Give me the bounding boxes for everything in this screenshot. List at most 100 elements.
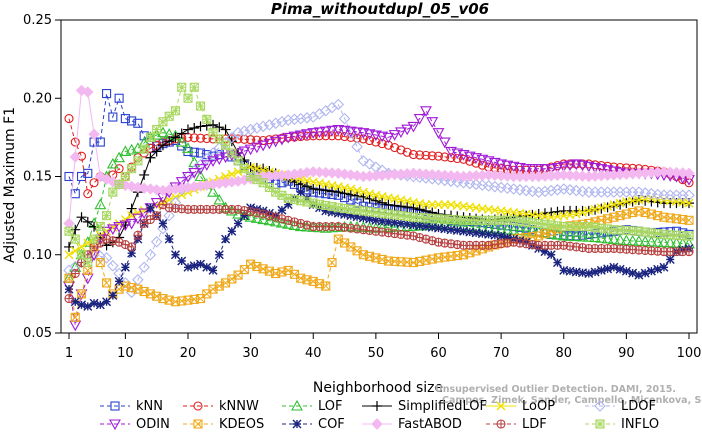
legend-label: LDOF: [621, 399, 656, 414]
data-point: [551, 184, 564, 196]
data-point: [377, 197, 388, 208]
legend-label: ODIN: [136, 417, 170, 432]
data-point: [363, 158, 376, 170]
data-point: [645, 235, 658, 247]
data-point: [426, 117, 439, 128]
data-point: [221, 172, 231, 181]
data-point: [276, 115, 288, 128]
data-point: [490, 230, 500, 240]
data-point: [340, 132, 350, 142]
data-point: [263, 214, 276, 226]
series-inflo: [64, 82, 694, 268]
data-point: [402, 202, 413, 213]
x-tick-label: 30: [242, 346, 259, 361]
data-point: [320, 185, 331, 196]
data-point: [107, 259, 119, 272]
data-point: [346, 211, 356, 221]
data-point: [340, 209, 350, 219]
data-point: [64, 250, 74, 260]
data-point: [189, 82, 199, 92]
data-point: [70, 189, 80, 199]
x-tick-label: 60: [430, 346, 447, 361]
data-point: [189, 122, 200, 133]
data-point: [383, 199, 394, 210]
data-point: [120, 171, 130, 182]
series-line: [68, 210, 690, 318]
data-point: [520, 164, 533, 175]
data-point: [626, 234, 639, 246]
data-point: [659, 262, 669, 272]
y-axis-ticks: 0.05 0.10 0.15 0.20 0.25: [23, 13, 61, 341]
data-point: [477, 229, 487, 239]
data-point: [177, 82, 187, 92]
data-point: [214, 122, 225, 133]
data-point: [640, 268, 650, 278]
data-point: [195, 121, 206, 132]
data-point: [502, 233, 512, 243]
data-point: [82, 216, 93, 227]
data-point: [308, 198, 318, 208]
y-tick-label: 0.10: [23, 248, 52, 263]
y-tick-label: 0.15: [23, 170, 52, 185]
data-point: [157, 140, 168, 151]
legend-swatch-marker: [595, 419, 605, 429]
data-point: [327, 186, 338, 197]
data-point: [427, 151, 437, 161]
data-point: [263, 138, 276, 150]
data-point: [507, 224, 520, 235]
x-tick-label: 70: [493, 346, 510, 361]
data-point: [377, 139, 387, 149]
data-point: [95, 300, 105, 310]
data-point: [251, 122, 263, 134]
data-point: [221, 234, 231, 244]
data-point: [133, 230, 143, 240]
data-point: [365, 225, 375, 236]
data-point: [340, 204, 350, 214]
legend-swatch-marker: [292, 419, 302, 429]
x-tick-label: 1: [65, 346, 73, 361]
data-point: [521, 239, 531, 249]
data-point: [152, 125, 162, 135]
data-point: [244, 123, 257, 136]
legend-swatch-marker: [193, 401, 203, 411]
data-point: [408, 150, 418, 160]
data-point: [127, 211, 137, 221]
data-point: [114, 179, 124, 189]
data-point: [95, 137, 105, 147]
data-point: [545, 184, 557, 197]
data-point: [108, 187, 118, 197]
data-point: [76, 171, 87, 182]
data-point: [69, 151, 81, 163]
data-point: [232, 126, 244, 139]
data-point: [145, 203, 155, 213]
data-point: [127, 242, 137, 252]
data-point: [595, 232, 608, 243]
data-point: [77, 300, 87, 310]
data-point: [396, 218, 406, 228]
data-point: [539, 185, 551, 198]
data-point: [621, 266, 631, 276]
data-point: [390, 210, 400, 220]
data-point: [389, 200, 400, 211]
x-tick-label: 20: [180, 346, 197, 361]
data-point: [371, 137, 381, 147]
data-point: [452, 225, 462, 235]
data-point: [64, 284, 74, 294]
data-point: [257, 213, 270, 225]
data-point: [70, 137, 80, 147]
data-point: [151, 146, 162, 157]
data-point: [614, 233, 627, 245]
data-point: [607, 233, 620, 244]
data-point: [301, 112, 313, 124]
data-point: [352, 212, 362, 222]
legend-item-inflo: INFLO: [585, 417, 659, 432]
data-point: [95, 222, 105, 232]
data-point: [227, 148, 237, 158]
data-point: [534, 218, 544, 228]
data-point: [640, 227, 650, 237]
legend-item-odin: ODIN: [100, 417, 170, 432]
data-point: [327, 207, 337, 217]
data-point: [244, 211, 257, 222]
data-point: [401, 124, 414, 136]
data-point: [64, 294, 74, 304]
